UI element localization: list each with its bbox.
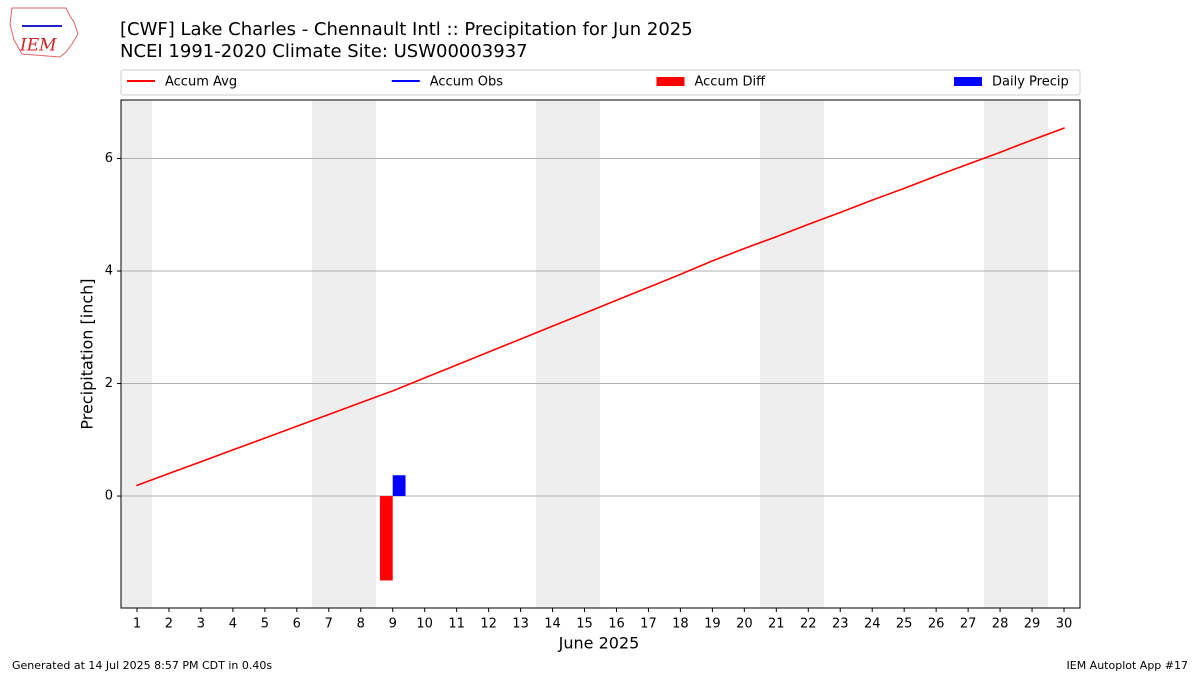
legend-label: Daily Precip [992,75,1069,90]
weekend-shading [121,100,1048,608]
legend-label: Accum Diff [695,75,767,90]
shade [121,100,152,608]
y-tick-label: 6 [105,151,113,166]
logo-text: IEM [19,36,57,56]
footer-left: Generated at 14 Jul 2025 8:57 PM CDT in … [12,659,272,672]
x-tick-label: 4 [229,617,237,632]
x-tick-label: 15 [576,617,593,632]
shade [760,100,824,608]
plot-frame [120,99,1081,609]
legend-label: Accum Obs [430,75,503,90]
x-tick-label: 10 [416,617,433,632]
line-0 [136,127,1065,487]
x-tick-label: 25 [896,617,913,632]
shade [312,100,376,608]
x-tick-label: 28 [992,617,1009,632]
x-tick-label: 9 [389,617,397,632]
x-tick-label: 1 [133,617,141,632]
x-tick-label: 30 [1056,617,1073,632]
shade [984,100,1048,608]
x-tick-label: 18 [672,617,689,632]
x-tick-label: 13 [512,617,529,632]
x-tick-label: 3 [197,617,205,632]
x-tick-label: 14 [544,617,561,632]
bar [379,496,393,581]
x-tick-label: 27 [960,617,977,632]
logo-outline [9,7,79,58]
y-axis-label: Precipitation [inch] [78,278,97,429]
bar [392,475,406,497]
x-tick-label: 2 [165,617,173,632]
x-tick-label: 29 [1024,617,1041,632]
x-axis-label: June 2025 [558,634,640,653]
logo: IEM [9,7,79,58]
x-tick-label: 26 [928,617,945,632]
x-tick-label: 7 [325,617,333,632]
y-tick-label: 4 [105,264,113,279]
x-tick-label: 12 [480,617,497,632]
legend-swatch [656,77,685,86]
x-tick-label: 16 [608,617,625,632]
x-tick-label: 11 [448,617,465,632]
y-tick-label: 0 [105,489,113,504]
x-tick-label: 6 [293,617,301,632]
footer-right: IEM Autoplot App #17 [1067,659,1189,672]
x-tick-label: 8 [357,617,365,632]
chart-title: [CWF] Lake Charles - Chennault Intl :: P… [120,19,693,40]
x-tick-label: 20 [736,617,753,632]
x-tick-label: 19 [704,617,721,632]
x-tick-label: 24 [864,617,881,632]
y-tick-label: 2 [105,376,113,391]
x-tick-label: 22 [800,617,817,632]
legend-label: Accum Avg [165,75,237,90]
legend-box [120,69,1081,96]
shade [536,100,600,608]
x-tick-label: 5 [261,617,269,632]
legend-swatch [954,77,982,86]
x-tick-label: 23 [832,617,849,632]
x-tick-label: 17 [640,617,657,632]
x-tick-label: 21 [768,617,785,632]
chart-subtitle: NCEI 1991-2020 Climate Site: USW00003937 [120,41,528,62]
